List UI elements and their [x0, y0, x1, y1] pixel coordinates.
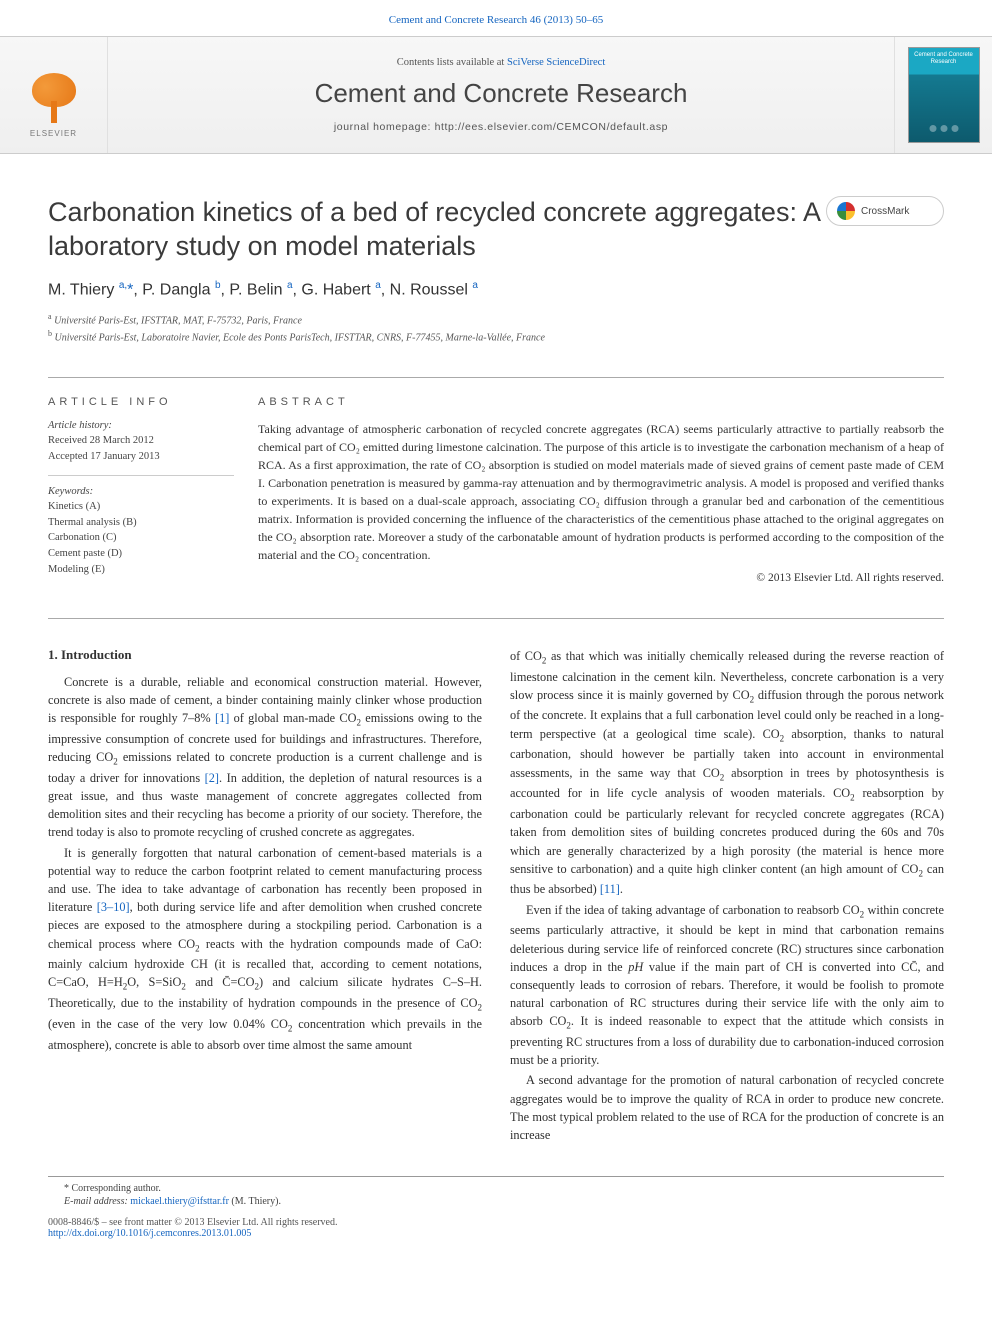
article-info-column: article info Article history: Received 2… [48, 396, 258, 597]
article-info-heading: article info [48, 396, 234, 408]
publisher-cell: ELSEVIER [0, 37, 108, 153]
abstract-column: abstract Taking advantage of atmospheric… [258, 396, 944, 597]
doi-link[interactable]: http://dx.doi.org/10.1016/j.cemconres.20… [48, 1228, 251, 1239]
email-line: E-mail address: mickael.thiery@ifsttar.f… [48, 1196, 944, 1207]
banner-center: Contents lists available at SciVerse Sci… [108, 37, 894, 153]
article-history-block: Article history: Received 28 March 2012 … [48, 420, 234, 476]
keyword: Carbonation (C) [48, 530, 234, 546]
cover-title: Cement and Concrete Research [909, 48, 979, 70]
contents-available-line: Contents lists available at SciVerse Sci… [397, 57, 605, 68]
body-columns: 1. Introduction Concrete is a durable, r… [0, 619, 992, 1159]
keywords-block: Keywords: Kinetics (A)Thermal analysis (… [48, 486, 234, 588]
affiliations: a Université Paris-Est, IFSTTAR, MAT, F-… [48, 311, 826, 346]
info-abstract-row: article info Article history: Received 2… [48, 377, 944, 618]
ref-link[interactable]: [1] [215, 711, 229, 725]
journal-banner: ELSEVIER Contents lists available at Sci… [0, 36, 992, 154]
email-label: E-mail address: [64, 1196, 130, 1207]
column-right: of CO2 as that which was initially chemi… [510, 647, 944, 1147]
cover-dots-icon [929, 125, 958, 132]
publisher-name: ELSEVIER [30, 129, 77, 138]
journal-homepage: journal homepage: http://ees.elsevier.co… [334, 121, 668, 133]
header-citation: Cement and Concrete Research 46 (2013) 5… [0, 0, 992, 36]
crossmark-button[interactable]: CrossMark [826, 196, 944, 226]
abstract-heading: abstract [258, 396, 944, 408]
authors: M. Thiery a,*, P. Dangla b, P. Belin a, … [48, 280, 826, 299]
footer-line1: 0008-8846/$ – see front matter © 2013 El… [48, 1217, 944, 1228]
elsevier-tree-icon [27, 69, 81, 123]
cover-cell: Cement and Concrete Research [894, 37, 992, 153]
keyword: Thermal analysis (B) [48, 515, 234, 531]
journal-cover-icon[interactable]: Cement and Concrete Research [908, 47, 980, 143]
ref-link[interactable]: [2] [205, 771, 219, 785]
history-accepted: Accepted 17 January 2013 [48, 449, 234, 465]
footnotes: * Corresponding author. E-mail address: … [48, 1176, 944, 1207]
section-1-heading: 1. Introduction [48, 647, 482, 663]
crossmark-icon [837, 202, 855, 220]
paragraph-2: It is generally forgotten that natural c… [48, 844, 482, 1054]
email-suffix: (M. Thiery). [229, 1196, 281, 1207]
elsevier-logo[interactable]: ELSEVIER [19, 52, 89, 138]
abstract-text: Taking advantage of atmospheric carbonat… [258, 420, 944, 564]
article-title: Carbonation kinetics of a bed of recycle… [48, 196, 826, 264]
sciencedirect-link[interactable]: SciVerse ScienceDirect [507, 57, 605, 68]
keywords-label: Keywords: [48, 486, 234, 497]
corresponding-author: * Corresponding author. [48, 1183, 944, 1194]
email-link[interactable]: mickael.thiery@ifsttar.fr [130, 1196, 229, 1207]
paragraph-3: of CO2 as that which was initially chemi… [510, 647, 944, 899]
keyword: Cement paste (D) [48, 546, 234, 562]
ref-link[interactable]: [3–10] [97, 900, 130, 914]
column-left: 1. Introduction Concrete is a durable, r… [48, 647, 482, 1147]
keyword: Modeling (E) [48, 562, 234, 578]
affiliation: a Université Paris-Est, IFSTTAR, MAT, F-… [48, 311, 826, 328]
paragraph-4: Even if the idea of taking advantage of … [510, 901, 944, 1070]
affiliation: b Université Paris-Est, Laboratoire Navi… [48, 328, 826, 345]
keyword: Kinetics (A) [48, 499, 234, 515]
paragraph-5: A second advantage for the promotion of … [510, 1071, 944, 1144]
header-citation-link[interactable]: Cement and Concrete Research 46 (2013) 5… [389, 14, 603, 26]
crossmark-label: CrossMark [861, 206, 909, 217]
ref-link[interactable]: [11] [600, 882, 620, 896]
article-head: Carbonation kinetics of a bed of recycle… [0, 154, 992, 363]
paragraph-1: Concrete is a durable, reliable and econ… [48, 673, 482, 842]
history-received: Received 28 March 2012 [48, 433, 234, 449]
abstract-copyright: © 2013 Elsevier Ltd. All rights reserved… [258, 572, 944, 584]
journal-name: Cement and Concrete Research [315, 78, 688, 109]
contents-prefix: Contents lists available at [397, 57, 507, 68]
history-label: Article history: [48, 420, 234, 431]
page-footer: 0008-8846/$ – see front matter © 2013 El… [48, 1217, 944, 1239]
